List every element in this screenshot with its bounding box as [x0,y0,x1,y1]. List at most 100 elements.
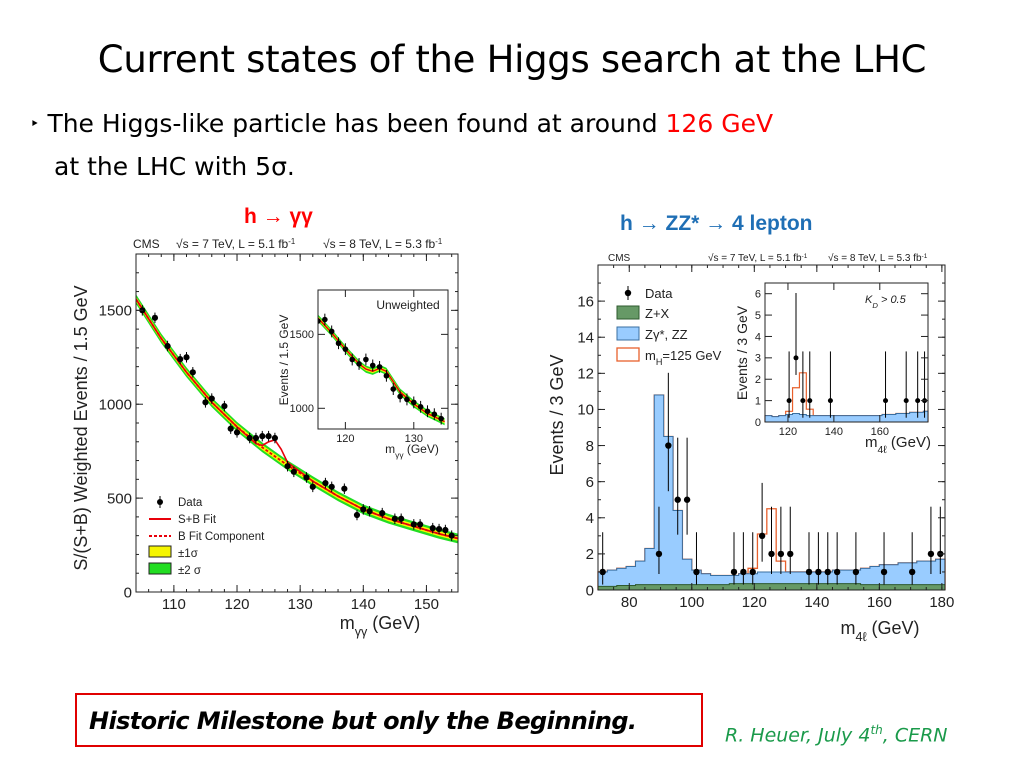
hgg-inset-data-point [356,361,362,367]
hzz-inset-data-point [793,355,799,361]
hgg-inset-data-point [383,372,390,379]
hgg-inset-data-point [318,318,321,324]
hgg-inset-data-point [328,328,335,335]
hzz-inset-y-tick-label: 5 [755,310,761,322]
hzz-inset-x-label: m4ℓ (GeV) [865,434,931,456]
hgg-x-tick-label: 110 [162,596,186,613]
hzz-inset-x-tick-label: 140 [825,426,843,438]
hzz-inset-x-tick-label: 120 [779,426,797,438]
hzz-y-tick-label: 0 [586,582,594,599]
hzz-y-tick-label: 12 [577,366,594,383]
bullet-marker-icon: ‣ [30,114,40,133]
milestone-text: Historic Milestone but only the Beginnin… [89,707,637,735]
hgg-data-point [265,433,272,440]
hzz-chart-title: h → ZZ* → 4 lepton [620,212,813,235]
hgg-inset-data-point [424,408,431,415]
hgg-data-point [410,521,417,528]
hgg-header-7tev: √s = 7 TeV, L = 5.1 fb-1 [176,237,295,252]
hzz-data-point [787,550,794,558]
hgg-y-tick-label: 1500 [99,303,132,320]
hgg-inset-y-tick-label: 1500 [290,329,314,341]
hgg-data-point [183,354,190,361]
hgg-inset-y-label: Events / 1.5 GeV [277,315,291,406]
hzz-x-tick-label: 100 [679,594,704,611]
hzz-zx-hist [597,583,946,591]
hzz-inset-y-label: Events / 3 GeV [734,305,750,400]
hgg-inset-data-point [342,346,349,352]
hzz-inset-x-tick-label: 160 [871,426,889,438]
hgg-data-point [309,483,316,490]
hzz-y-tick-label: 10 [577,402,594,419]
hgg-y-tick-label: 0 [124,584,132,601]
hzz-legend-label: Z+X [645,306,670,321]
hgg-inset-data-point [397,393,403,400]
hgg-data-point [164,342,171,350]
bullet-point: ‣ The Higgs-like particle has been found … [30,104,773,187]
hzz-inset-y-tick-label: 3 [755,353,761,365]
hzz-x-tick-label: 180 [929,594,954,611]
hgg-header-8tev: √s = 8 TeV, L = 5.3 fb-1 [323,237,442,252]
hzz-x-tick-label: 80 [621,594,638,611]
hgg-data-point [391,515,398,522]
hgg-x-tick-label: 130 [288,596,313,613]
hzz-y-axis-label: Events / 3 GeV [547,354,567,475]
hgg-data-point [303,474,310,481]
hzz-data-point [777,550,785,558]
hgg-legend-label: B Fit Component [178,531,265,543]
hgg-data-point [177,356,184,363]
hzz-inset-y-tick-label: 4 [755,331,761,343]
hzz-x-axis-label: m4ℓ (GeV) [840,618,919,644]
hzz-inset-y-tick-label: 2 [755,374,761,386]
hzz-y-tick-label: 4 [586,510,594,527]
credit-text: R. Heuer, July 4 [725,724,871,747]
hgg-inset-data-point [376,364,383,370]
slide-title: Current states of the Higgs search at th… [97,38,927,81]
hzz-data-point [674,496,681,503]
hzz-data-point [768,550,775,558]
hgg-legend-label: ±2 σ [178,565,201,577]
hgg-inset-title: Unweighted [376,298,439,312]
hgg-y-tick-label: 1000 [99,396,132,413]
hgg-data-point [221,403,228,410]
hgg-inset-data-point [438,415,444,422]
hzz-inset-data-point [827,398,833,404]
hzz-legend-label: Data [645,286,673,301]
hzz-data-point [655,550,663,558]
hgg-data-point [271,434,279,442]
hgg-x-tick-label: 140 [351,596,376,613]
hgg-legend-1sigma-swatch [148,545,172,558]
hzz-data-point [805,568,813,576]
hgg-data-point [246,434,253,442]
hzz-x-tick-label: 160 [867,594,892,611]
bullet-text: The Higgs-like particle has been found a… [47,109,666,138]
bullet-text-line2: at the LHC with 5σ. [54,152,295,181]
hzz-y-tick-label: 8 [586,438,594,455]
hzz-legend-label: Zγ*, ZZ [645,327,688,342]
hgg-inset-x-tick-label: 130 [405,433,423,445]
hzz-x-tick-label: 120 [742,594,767,611]
bullet-highlight: 126 GeV [665,109,774,138]
hgg-data-point [233,429,241,436]
hzz-header-cms: CMS [608,253,631,264]
credit-tail: , CERN [882,724,948,747]
hzz-data-point [740,568,747,576]
hgg-inset-data-point [335,340,342,347]
hgg-inset-data-point [363,356,369,363]
hzz-header-7tev: √s = 7 TeV, L = 5.1 fb-1 [708,252,808,264]
hzz-inset-data-point [883,398,889,404]
hzz-data-point [665,442,672,449]
hzz-data-point [880,568,888,576]
hzz-legend-data-marker [624,289,632,297]
hzz-inset-annotation: KD > 0.5 [865,294,907,310]
hzz-y-tick-label: 6 [586,474,594,491]
hgg-x-tick-label: 150 [414,596,439,613]
hgg-data-point [353,511,361,519]
milestone-box: Historic Milestone but only the Beginnin… [75,693,703,747]
hgg-data-point [429,525,436,532]
hgg-data-point [417,521,424,528]
hgg-data-point [284,463,291,470]
hzz-data-point [927,550,935,558]
hzz-inset-y-tick-label: 0 [755,417,761,429]
